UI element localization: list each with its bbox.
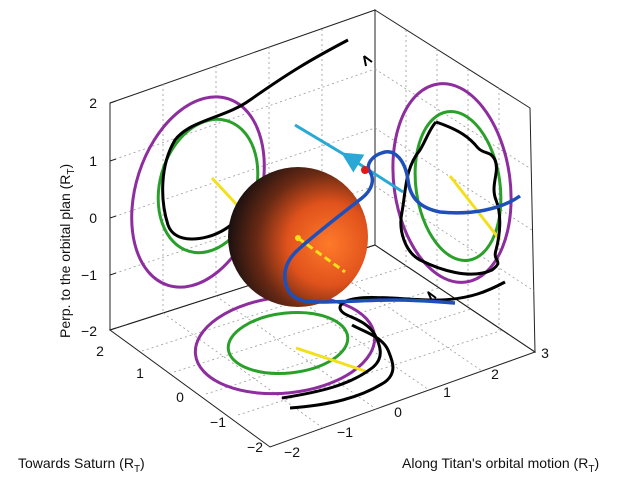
x-tick-label: 0 — [176, 389, 184, 405]
inner-boundary-right — [413, 110, 503, 262]
trajectory — [283, 150, 522, 305]
x-tick-label: −1 — [210, 414, 226, 430]
z-tick-label: 0 — [89, 210, 97, 226]
z-axis-ticks: 2 1 0 −1 −2 — [81, 95, 97, 339]
center-marker — [295, 235, 301, 241]
trajectory-path — [283, 150, 522, 305]
z-tick-marks — [109, 100, 117, 331]
projection-line-right — [448, 175, 502, 241]
inner-boundary-floor — [226, 311, 350, 375]
y-axis-ticks: −2 −1 0 1 2 3 — [284, 345, 549, 460]
x-tick-label: 2 — [96, 343, 104, 359]
y-tick-label: 2 — [491, 366, 499, 382]
z-axis-label: Perp. to the orbital plan (RT) — [57, 164, 77, 338]
projection-line-floor — [295, 346, 369, 374]
x-axis-ticks: 2 1 0 −1 −2 — [96, 343, 263, 455]
x-axis-label: Towards Saturn (RT) — [18, 455, 145, 475]
x-tick-label: 1 — [136, 365, 144, 381]
z-tick-label: 1 — [89, 153, 97, 169]
y-tick-label: 0 — [394, 404, 402, 420]
field-line-floor-b — [289, 323, 395, 410]
floor-grid — [141, 261, 504, 429]
projection-line-left — [210, 176, 240, 208]
x-tick-label: −2 — [247, 439, 263, 455]
arrow-head-left — [363, 55, 373, 67]
right-wall-projection — [391, 82, 513, 284]
y-axis-label: Along Titan's orbital motion (RT) — [402, 455, 599, 475]
titan-sphere — [228, 167, 368, 307]
z-tick-label: −2 — [81, 323, 97, 339]
arrow-head-floor — [427, 291, 437, 302]
z-tick-label: 2 — [89, 95, 97, 111]
y-tick-label: −1 — [337, 424, 353, 440]
z-tick-label: −1 — [81, 267, 97, 283]
flow-arrow — [294, 123, 404, 194]
closest-approach-marker — [361, 166, 369, 174]
y-tick-label: 1 — [443, 384, 451, 400]
projection-line-center — [297, 236, 346, 274]
y-tick-label: 3 — [541, 345, 549, 361]
y-tick-label: −2 — [284, 444, 300, 460]
flow-vector — [294, 123, 404, 194]
outer-boundary-right — [391, 82, 513, 284]
